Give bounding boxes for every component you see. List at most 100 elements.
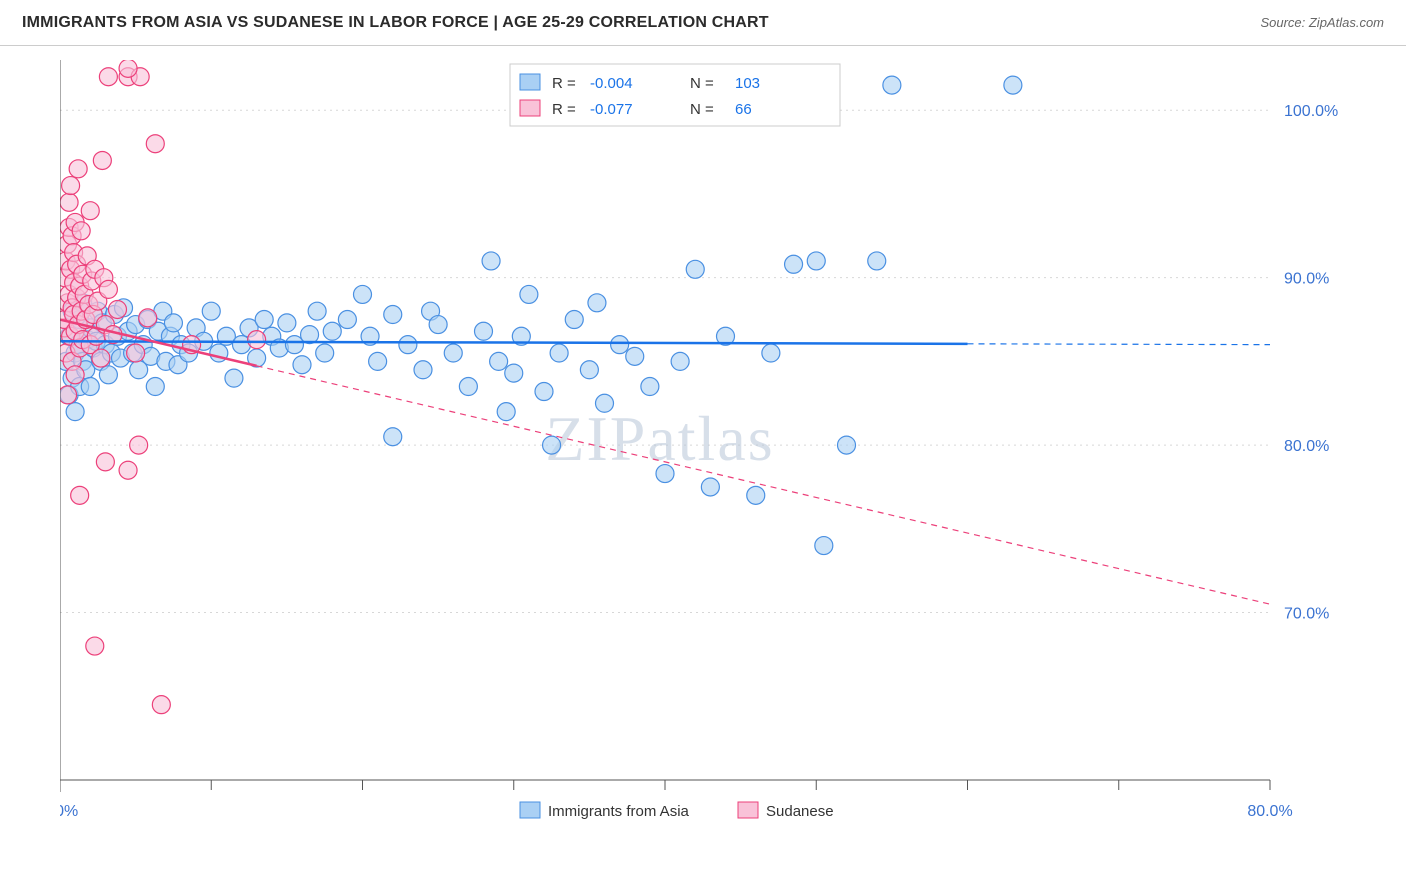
- legend-n-value: 66: [735, 101, 752, 118]
- y-tick-label: 80.0%: [1284, 438, 1329, 455]
- scatter-point: [164, 314, 182, 332]
- scatter-point: [543, 436, 561, 454]
- series-legend: Immigrants from Asia Sudanese: [520, 802, 834, 820]
- scatter-point: [99, 366, 117, 384]
- scatter-point: [641, 378, 659, 396]
- legend-swatch: [520, 100, 540, 116]
- scatter-point: [108, 300, 126, 318]
- legend-n-label: N =: [690, 101, 714, 118]
- legend-series-label: Immigrants from Asia: [548, 803, 690, 820]
- scatter-point: [293, 356, 311, 374]
- scatter-point: [611, 336, 629, 354]
- scatter-point: [248, 331, 266, 349]
- scatter-point: [81, 202, 99, 220]
- scatter-point: [686, 260, 704, 278]
- chart-plot-area: ZIPatlas 70.0%80.0%90.0%100.0%0.0%80.0% …: [60, 60, 1340, 830]
- scatter-point: [596, 394, 614, 412]
- scatter-point: [72, 222, 90, 240]
- scatter-point: [96, 453, 114, 471]
- scatter-point: [535, 383, 553, 401]
- scatter-point: [60, 193, 78, 211]
- scatter-point: [520, 285, 538, 303]
- scatter-point: [429, 316, 447, 334]
- scatter-point: [71, 486, 89, 504]
- x-tick-label: 80.0%: [1247, 803, 1292, 820]
- scatter-point: [152, 696, 170, 714]
- scatter-point: [505, 364, 523, 382]
- scatter-point: [384, 428, 402, 446]
- scatter-point: [1004, 76, 1022, 94]
- correlation-legend: R = -0.004 N = 103 R = -0.077 N = 66: [510, 64, 840, 126]
- scatter-point: [202, 302, 220, 320]
- scatter-point: [69, 160, 87, 178]
- legend-r-value: -0.077: [590, 101, 633, 118]
- scatter-point: [316, 344, 334, 362]
- scatter-point: [99, 280, 117, 298]
- scatter-point: [588, 294, 606, 312]
- scatter-point: [338, 311, 356, 329]
- scatter-point: [883, 76, 901, 94]
- scatter-point: [384, 306, 402, 324]
- scatter-point: [66, 366, 84, 384]
- scatter-point: [490, 352, 508, 370]
- scatter-point: [475, 322, 493, 340]
- legend-r-label: R =: [552, 75, 576, 92]
- chart-title: IMMIGRANTS FROM ASIA VS SUDANESE IN LABO…: [22, 14, 769, 32]
- x-tick-label: 0.0%: [60, 803, 78, 820]
- scatter-point: [838, 436, 856, 454]
- scatter-point: [671, 352, 689, 370]
- scatter-point: [99, 68, 117, 86]
- scatter-point: [62, 177, 80, 195]
- legend-swatch: [520, 74, 540, 90]
- scatter-point: [66, 403, 84, 421]
- legend-r-value: -0.004: [590, 75, 633, 92]
- watermark-text: ZIPatlas: [545, 403, 774, 474]
- scatter-point: [369, 352, 387, 370]
- scatter-point: [354, 285, 372, 303]
- scatter-point: [762, 344, 780, 362]
- scatter-point: [626, 347, 644, 365]
- chart-svg: ZIPatlas 70.0%80.0%90.0%100.0%0.0%80.0% …: [60, 60, 1340, 830]
- scatter-point: [785, 255, 803, 273]
- legend-series-label: Sudanese: [766, 803, 834, 820]
- scatter-point: [550, 344, 568, 362]
- scatter-point: [807, 252, 825, 270]
- scatter-point: [278, 314, 296, 332]
- scatter-point: [701, 478, 719, 496]
- y-tick-label: 100.0%: [1284, 103, 1338, 120]
- scatter-point: [497, 403, 515, 421]
- scatter-point: [119, 60, 137, 77]
- scatter-point: [139, 309, 157, 327]
- scatter-point: [93, 151, 111, 169]
- trend-lines: [60, 320, 1270, 605]
- legend-swatch: [738, 802, 758, 818]
- scatter-point: [747, 486, 765, 504]
- scatter-point: [146, 135, 164, 153]
- scatter-point: [565, 311, 583, 329]
- scatter-point: [119, 461, 137, 479]
- trend-line-extrapolated: [968, 344, 1271, 345]
- scatter-point: [86, 637, 104, 655]
- scatter-point: [815, 537, 833, 555]
- trend-line-extrapolated: [257, 366, 1270, 604]
- scatter-point: [868, 252, 886, 270]
- chart-container: IMMIGRANTS FROM ASIA VS SUDANESE IN LABO…: [0, 0, 1406, 892]
- y-tick-label: 70.0%: [1284, 606, 1329, 623]
- scatter-point: [60, 386, 77, 404]
- scatter-point: [255, 311, 273, 329]
- legend-r-label: R =: [552, 101, 576, 118]
- title-bar: IMMIGRANTS FROM ASIA VS SUDANESE IN LABO…: [0, 0, 1406, 46]
- scatter-point: [81, 378, 99, 396]
- scatter-point: [225, 369, 243, 387]
- scatter-point: [459, 378, 477, 396]
- scatter-point: [127, 344, 145, 362]
- scatter-markers: [60, 60, 1022, 714]
- scatter-point: [414, 361, 432, 379]
- chart-source: Source: ZipAtlas.com: [1260, 15, 1384, 30]
- scatter-point: [146, 378, 164, 396]
- scatter-point: [482, 252, 500, 270]
- legend-n-label: N =: [690, 75, 714, 92]
- scatter-point: [580, 361, 598, 379]
- legend-n-value: 103: [735, 75, 760, 92]
- scatter-point: [323, 322, 341, 340]
